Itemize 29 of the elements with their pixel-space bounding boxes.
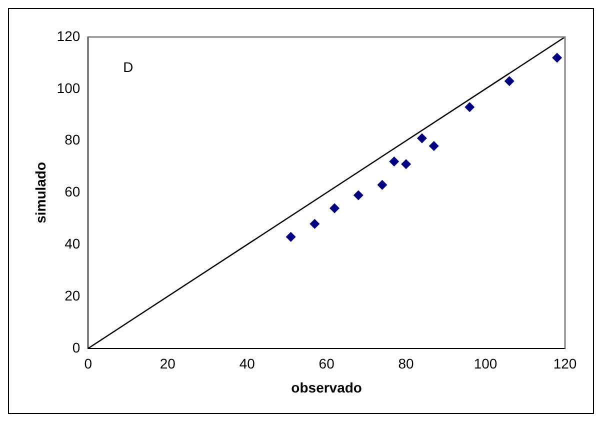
x-tick-label: 0: [84, 356, 92, 372]
y-axis-title: simulado: [32, 162, 48, 224]
point: [310, 218, 320, 229]
y-tick-label: 80: [64, 132, 80, 148]
x-tick-label: 100: [474, 356, 498, 372]
y-tick-label: 100: [56, 80, 80, 96]
point: [389, 156, 400, 167]
y-tick-label: 40: [64, 235, 80, 252]
x-axis-title: observado: [291, 379, 362, 396]
x-tick-label: 40: [239, 356, 256, 372]
x-tick-label: 80: [398, 356, 414, 372]
point: [353, 190, 364, 200]
point: [377, 180, 388, 190]
x-tick-label: 60: [318, 356, 335, 372]
point: [401, 159, 412, 170]
point: [286, 232, 296, 242]
x-tick-label: 20: [160, 356, 176, 372]
point: [504, 76, 514, 86]
point: [416, 133, 427, 144]
y-tick-label: 20: [64, 287, 80, 304]
point: [464, 102, 475, 112]
y-tick-label: 0: [72, 339, 80, 356]
annotation: D: [123, 58, 134, 75]
point: [552, 52, 562, 63]
point: [428, 140, 439, 151]
y-tick-label: 60: [64, 184, 80, 200]
y-tick-label: 120: [56, 28, 80, 44]
point: [330, 203, 340, 214]
x-tick-label: 120: [553, 356, 577, 372]
